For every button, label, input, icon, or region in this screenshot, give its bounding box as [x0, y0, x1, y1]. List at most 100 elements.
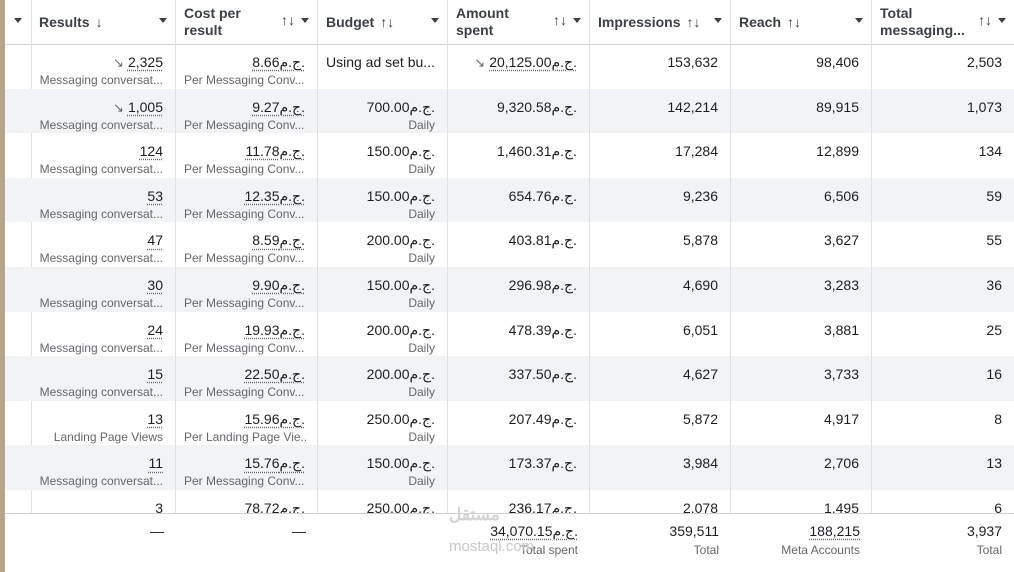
total-value: 36	[986, 277, 1002, 293]
results-sub: Messaging conversat...	[39, 385, 163, 400]
cost-value[interactable]: 78.72ج.م.	[244, 500, 305, 516]
cost-value[interactable]: 22.50ج.م.	[244, 366, 305, 383]
chevron-down-icon[interactable]	[573, 18, 581, 23]
amount-value: 207.49ج.م.	[508, 410, 577, 427]
cost-value[interactable]: 9.27ج.م.	[252, 98, 305, 115]
cost-sub: Per Messaging Conv...	[184, 73, 305, 87]
chevron-down-icon[interactable]	[714, 18, 722, 23]
budget-sub: Daily	[408, 296, 435, 310]
cost-value[interactable]: 15.76ج.م.	[244, 455, 305, 472]
column-budget[interactable]: Budget ↑↓	[318, 0, 448, 44]
cost-value[interactable]: 11.78ج.م.	[245, 143, 306, 160]
budget-value: 200.00ج.م.	[366, 366, 435, 383]
table-row[interactable]: ↘ 1,005 Messaging conversat... 9.27ج.م. Per …	[5, 88, 1014, 134]
table-row[interactable]: 13 Landing Page Views 15.96ج.م. Per Landing…	[5, 400, 1014, 446]
results-value[interactable]: 1,005	[127, 98, 163, 115]
column-impressions[interactable]: Impressions ↑↓	[590, 0, 731, 44]
sort-icon[interactable]: ↑↓	[787, 14, 802, 30]
cost-sub: Per Messaging Conv...	[184, 474, 305, 489]
cell-impressions: 6,051	[590, 311, 731, 357]
budget-sub: Daily	[408, 429, 435, 444]
results-value[interactable]: 24	[147, 321, 163, 338]
cell-cost: 15.96ج.م. Per Landing Page Vie...	[176, 400, 318, 446]
results-value[interactable]: 15	[147, 366, 163, 383]
column-results[interactable]: Results ↓	[31, 0, 176, 44]
cost-sub: Per Messaging Conv...	[184, 340, 305, 355]
cost-value[interactable]: 19.93ج.م.	[244, 321, 305, 338]
results-sub: Messaging conversat...	[39, 206, 163, 221]
impressions-value: 5,872	[682, 410, 718, 427]
column-total-messaging[interactable]: Total messaging... ↑↓	[872, 0, 1014, 44]
cell-budget: Using ad set bu...	[318, 44, 448, 89]
budget-value: 150.00ج.م.	[366, 143, 435, 160]
table-row[interactable]: 53 Messaging conversat... 12.35ج.م. Per Mes…	[5, 177, 1014, 223]
results-value[interactable]: 30	[147, 277, 163, 293]
chevron-down-icon[interactable]	[431, 18, 439, 23]
cell-budget: 200.00ج.م. Daily	[318, 356, 448, 401]
column-amount-spent[interactable]: Amount spent ↑↓	[448, 0, 590, 44]
cell-amount: 403.81ج.م.	[448, 222, 590, 267]
footer-total-value: 3,937	[966, 523, 1002, 539]
budget-value: 200.00ج.م.	[366, 232, 435, 249]
cell-cost: 9.27ج.م. Per Messaging Conv...	[176, 88, 318, 134]
cost-value[interactable]: 15.96ج.م.	[244, 410, 305, 427]
sort-icon[interactable]: ↑↓	[686, 14, 701, 30]
table-row[interactable]: 124 Messaging conversat... 11.78ج.م. Per Me…	[5, 133, 1014, 178]
cell-amount: 236.17ج.م.	[448, 490, 590, 535]
amount-value: 173.37ج.م.	[508, 455, 577, 472]
footer-impressions: 359,511 Total	[590, 514, 731, 572]
cell-reach: 12,899	[731, 133, 872, 178]
cost-value[interactable]: 8.66ج.م.	[252, 54, 305, 70]
table-row[interactable]: 24 Messaging conversat... 19.93ج.م. Per Mes…	[5, 311, 1014, 357]
chevron-down-icon[interactable]	[855, 18, 863, 23]
table-row[interactable]: 3 78.72ج.م. 250.00ج.م. 236.17ج.م. 2,078 1,495…	[5, 490, 1014, 535]
amount-value[interactable]: 20,125.00ج.م.	[489, 54, 577, 70]
budget-sub: Daily	[408, 117, 435, 132]
cell-reach: 4,917	[731, 400, 872, 446]
sort-icon[interactable]: ↑↓	[978, 12, 992, 28]
results-value[interactable]: 2,325	[127, 54, 163, 70]
cost-sub: Per Messaging Conv...	[184, 385, 305, 400]
cell-total: 25	[872, 312, 1014, 357]
cost-value[interactable]: 9.90ج.م.	[252, 277, 305, 293]
budget-value: 250.00ج.م.	[366, 500, 435, 516]
amount-value-wrap: 173.37ج.م.	[509, 455, 577, 472]
cell-reach: 1,495	[731, 490, 872, 535]
results-value[interactable]: 11	[148, 455, 163, 472]
table-row[interactable]: ↘ 2,325 Messaging conversat... 8.66ج.م. Per …	[5, 44, 1014, 89]
column-cost-per-result[interactable]: Cost per result ↑↓	[176, 0, 318, 44]
table-row[interactable]: 15 Messaging conversat... 22.50ج.م. Per Mes…	[5, 356, 1014, 401]
select-column-header[interactable]	[5, 0, 32, 44]
table-row[interactable]: 11 Messaging conversat... 15.76ج.م. Per Mes…	[5, 445, 1014, 490]
column-reach[interactable]: Reach ↑↓	[731, 0, 872, 44]
sort-icon[interactable]: ↑↓	[380, 14, 395, 30]
amount-value: 654.76ج.م.	[508, 187, 577, 204]
footer-total-sub: Total	[976, 543, 1002, 557]
footer-reach-value[interactable]: 188,215	[809, 523, 860, 539]
cell-total: 55	[872, 222, 1014, 267]
chevron-down-icon[interactable]	[301, 18, 309, 23]
total-value: 8	[994, 410, 1002, 427]
sort-icon[interactable]: ↑↓	[281, 12, 295, 28]
chevron-down-icon[interactable]	[159, 18, 167, 23]
results-value[interactable]: 3	[155, 500, 163, 516]
total-value: 13	[986, 455, 1002, 472]
sort-icon[interactable]: ↑↓	[553, 12, 567, 28]
results-value[interactable]: 124	[139, 143, 163, 160]
footer-amount-value[interactable]: 34,070.15ج.م.	[490, 523, 578, 539]
results-value[interactable]: 53	[147, 187, 163, 204]
chevron-down-icon[interactable]	[14, 18, 22, 23]
chevron-down-icon[interactable]	[998, 18, 1006, 23]
cost-value[interactable]: 8.59ج.م.	[252, 232, 305, 249]
table-row[interactable]: 30 Messaging conversat... 9.90ج.م. Per Mess…	[5, 267, 1014, 312]
sort-desc-icon[interactable]: ↓	[95, 14, 103, 30]
results-value-wrap: 11	[148, 455, 163, 471]
results-value[interactable]: 13	[147, 410, 163, 427]
cell-reach: 6,506	[731, 177, 872, 223]
table-row[interactable]: 47 Messaging conversat... 8.59ج.م. Per Mess…	[5, 222, 1014, 267]
amount-value: 296.98ج.م.	[508, 277, 577, 293]
cell-amount: 478.39ج.م.	[448, 311, 590, 357]
cost-value[interactable]: 12.35ج.م.	[244, 187, 305, 204]
results-value[interactable]: 47	[147, 232, 163, 249]
total-value: 25	[986, 321, 1002, 338]
